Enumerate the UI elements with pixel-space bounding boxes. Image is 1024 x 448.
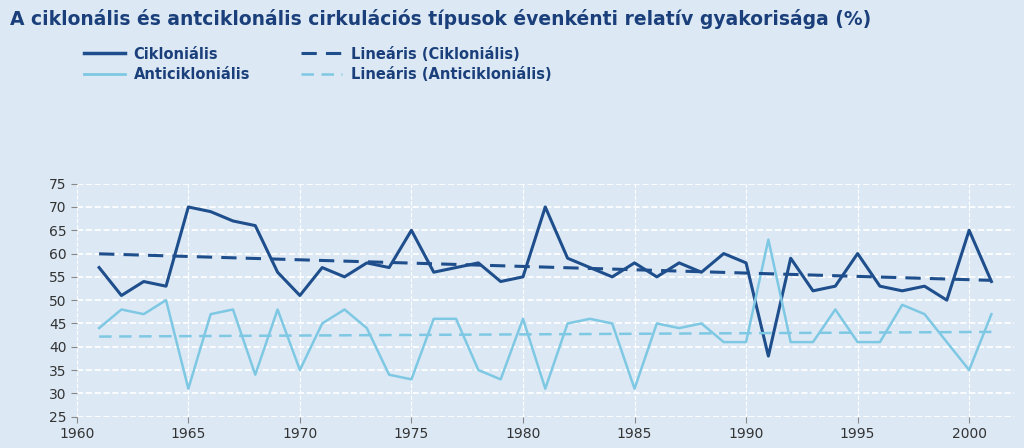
- Text: A ciklonális és antciklonális cirkulációs típusok évenkénti relatív gyakorisága : A ciklonális és antciklonális cirkuláció…: [10, 9, 871, 29]
- Legend: Cikloniális, Anticikloniális, Lineáris (Cikloniális), Lineáris (Anticikloniális): Cikloniális, Anticikloniális, Lineáris (…: [84, 47, 552, 82]
